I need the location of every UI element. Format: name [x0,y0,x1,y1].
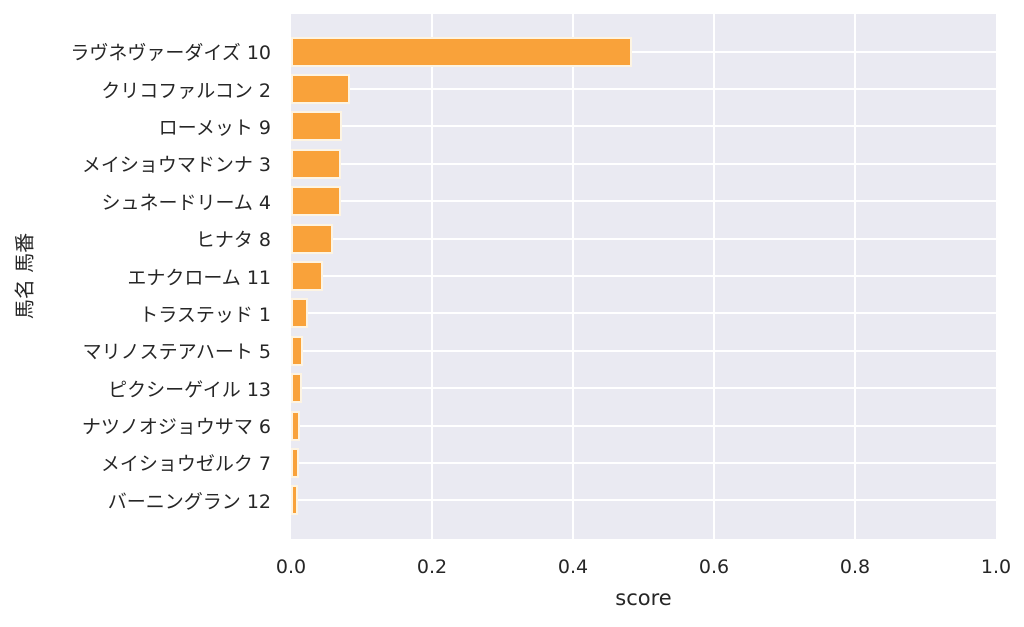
bar-7 [291,261,323,292]
category-label: ピクシーゲイル 13 [108,378,271,401]
bar-row [291,332,996,369]
bar-6 [291,223,334,254]
x-tick-label: 1.0 [980,556,1012,578]
bar-10 [291,373,302,404]
bar-13 [291,485,299,516]
bar-row [291,145,996,182]
bar-3 [291,111,343,142]
bar-row [291,70,996,107]
bar-row [291,407,996,444]
bar-row [291,183,996,220]
x-axis-label: score [615,586,672,610]
x-tick-label: 0.6 [698,556,730,578]
bar-row [291,444,996,481]
category-label: バーニングラン 12 [107,490,271,513]
horizontal-gridline [291,387,996,390]
horizontal-gridline [291,424,996,427]
bar-12 [291,447,299,478]
category-label: メイショウゼルク 7 [100,453,271,476]
bar-4 [291,148,342,179]
horizontal-gridline [291,499,996,502]
horizontal-gridline [291,88,996,91]
category-label: クリコファルコン 2 [101,79,271,102]
horizontal-gridline [291,237,996,240]
y-tick-labels: ラヴネヴァーダイズ 10 クリコファルコン 2 ローメット 9 メイショウマドンナ 3… [0,14,271,539]
bar-2 [291,74,350,105]
x-tick-label: 0.8 [839,556,871,578]
bar-11 [291,410,301,441]
bar-8 [291,298,308,329]
plot-area [291,14,996,539]
horizontal-gridline [291,200,996,203]
bar-row [291,295,996,332]
category-label: シュネードリーム 4 [101,191,271,214]
horizontal-gridline [291,349,996,352]
x-tick-labels: 0.0 0.2 0.4 0.6 0.8 1.0 [276,556,1011,580]
category-label: ナツノオジョウサマ 6 [81,416,271,439]
bar-row [291,33,996,70]
bar-row [291,257,996,294]
horizontal-gridline [291,162,996,165]
bar-9 [291,335,303,366]
x-tick-label: 0.2 [416,556,448,578]
category-label: ローメット 9 [158,116,271,139]
horizontal-gridline [291,275,996,278]
category-label: メイショウマドンナ 3 [81,154,271,177]
category-label: マリノステアハート 5 [82,341,271,364]
horizontal-gridline [291,50,996,53]
category-label: トラステッド 1 [139,303,271,326]
horizontal-gridline [291,312,996,315]
horizontal-gridline [291,461,996,464]
x-tick-label: 0.4 [557,556,589,578]
bar-rows [291,14,996,539]
bar-5 [291,186,342,217]
bar-row [291,370,996,407]
bar-row [291,220,996,257]
category-label: ヒナタ 8 [195,229,271,252]
horizontal-gridline [291,125,996,128]
bar-row [291,482,996,519]
x-tick-label: 0.0 [275,556,307,578]
bar-row [291,108,996,145]
category-label: ラヴネヴァーダイズ 10 [70,42,271,65]
bar-1 [291,36,632,67]
category-label: エナクローム 11 [127,266,271,289]
